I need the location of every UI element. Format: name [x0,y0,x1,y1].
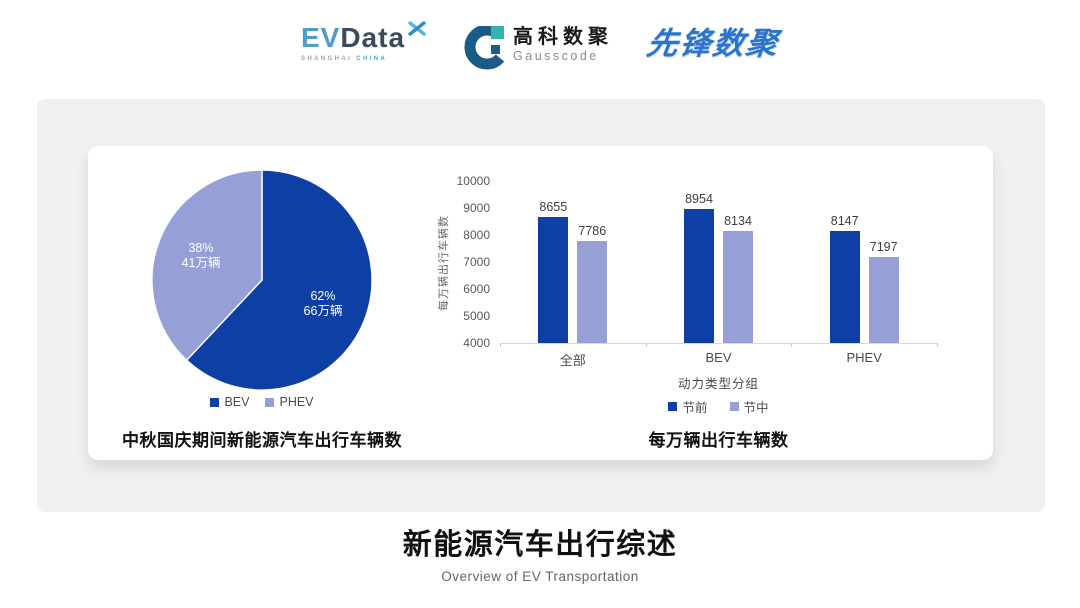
bar-节前-PHEV [829,231,860,343]
evdata-logo-data: Data [340,22,406,53]
pie-chart: 62% 66万辆 38% 41万辆 [150,168,374,392]
y-axis-tick-label: 8000 [463,228,490,242]
y-axis-tick-label: 5000 [463,309,490,323]
y-axis-tick-label: 7000 [463,255,490,269]
category-label-BEV: BEV [705,350,732,365]
bar-value-label: 7197 [869,239,898,254]
bar-legend: 节前 节中 [500,397,937,416]
evdata-sub-shanghai: SHANGHAI [300,56,353,62]
bar-value-label: 8147 [830,214,859,228]
gausscode-name-en: Gausscode [513,49,599,63]
y-axis-tick-label: 10000 [456,174,490,188]
gausscode-name-cn: 高科数聚 [513,26,614,48]
legend-swatch [729,402,739,411]
pie-slice-label: 62% 66万辆 [288,289,358,319]
pie-legend: BEV PHEV [112,395,412,409]
legend-label: BEV [224,395,250,409]
x-axis-tick [937,343,938,347]
gausscode-g-icon [461,24,505,77]
pie-chart-title: 中秋国庆期间新能源汽车出行车辆数 [122,431,402,450]
legend-swatch [668,402,678,411]
bar-节前-BEV [684,209,714,343]
pioneer-logo-text: 先锋数聚 [644,26,782,61]
legend-item: PHEV [265,395,314,409]
y-axis-tick-label: 6000 [463,282,490,296]
page-subtitle: Overview of EV Transportation [441,568,639,584]
pie-slice-phev [151,169,263,361]
legend-item: 节前 [668,397,708,416]
legend-swatch [265,397,275,407]
bar-节中-全部 [577,240,608,343]
evdata-x-mark-icon [407,20,427,42]
category-label-PHEV: PHEV [846,350,882,365]
evdata-logo-ev: EV [300,22,341,53]
x-axis-tick [500,343,501,347]
bar-chart-title: 每万辆出行车辆数 [648,431,789,450]
bar-value-label: 8954 [685,192,713,207]
bar-value-label: 8134 [724,214,752,229]
y-axis-tick-label: 4000 [463,336,490,350]
pie-chart-svg [151,169,373,391]
bar-x-axis-line [500,343,937,344]
pie-slice-value: 66万辆 [303,304,343,318]
x-axis-tick [645,343,647,347]
evdata-logo-subtext: SHANGHAI CHINA [301,56,387,62]
pie-slice-label: 38% 41万辆 [166,241,236,271]
gausscode-logo: 高科数聚 Gausscode [461,24,614,77]
pie-slice-value: 41万辆 [181,256,221,270]
legend-item: 节中 [729,397,769,416]
charts-card: 62% 66万辆 38% 41万辆 BEV PHEV 中秋国庆期间新能源汽车出行车辆数 … [88,146,993,460]
bar-chart-section: 每万辆出行车辆数 4000 5000 6000 7000 8000 9000 10000 86… [428,168,973,458]
bar-节前-全部 [538,217,569,343]
pioneer-logo: 先锋数聚 [644,26,782,61]
evdata-sub-china: CHINA [356,56,388,62]
pie-slice-percent: 62% [310,289,336,303]
bar-节中-PHEV [868,256,899,343]
legend-item: BEV [210,395,249,409]
header-logos: EV Data SHANGHAI CHINA [0,21,1080,77]
legend-label: 节中 [743,401,769,415]
legend-swatch [210,397,220,407]
page-footer: 新能源汽车出行综述 Overview of EV Transportation [0,528,1080,584]
legend-label: PHEV [279,395,314,409]
legend-label: 节前 [682,401,708,415]
page-title: 新能源汽车出行综述 [402,529,678,561]
content-panel: 62% 66万辆 38% 41万辆 BEV PHEV 中秋国庆期间新能源汽车出行车辆数 … [37,99,1045,512]
pie-slice-percent: 38% [188,241,214,255]
y-axis-tick-label: 9000 [463,201,490,215]
bar-value-label: 8655 [539,200,568,215]
x-axis-tick [791,343,793,347]
bar-x-axis-title: 动力类型分组 [677,377,759,391]
category-label-全部: 全部 [559,353,586,368]
pie-chart-section: 62% 66万辆 38% 41万辆 BEV PHEV 中秋国庆期间新能源汽车出行车辆数 [112,168,412,450]
bar-节中-BEV [723,231,753,343]
bar-value-label: 7786 [578,223,607,238]
evdata-logo: EV Data SHANGHAI CHINA [300,21,427,62]
pie-slice-bev [186,169,373,391]
